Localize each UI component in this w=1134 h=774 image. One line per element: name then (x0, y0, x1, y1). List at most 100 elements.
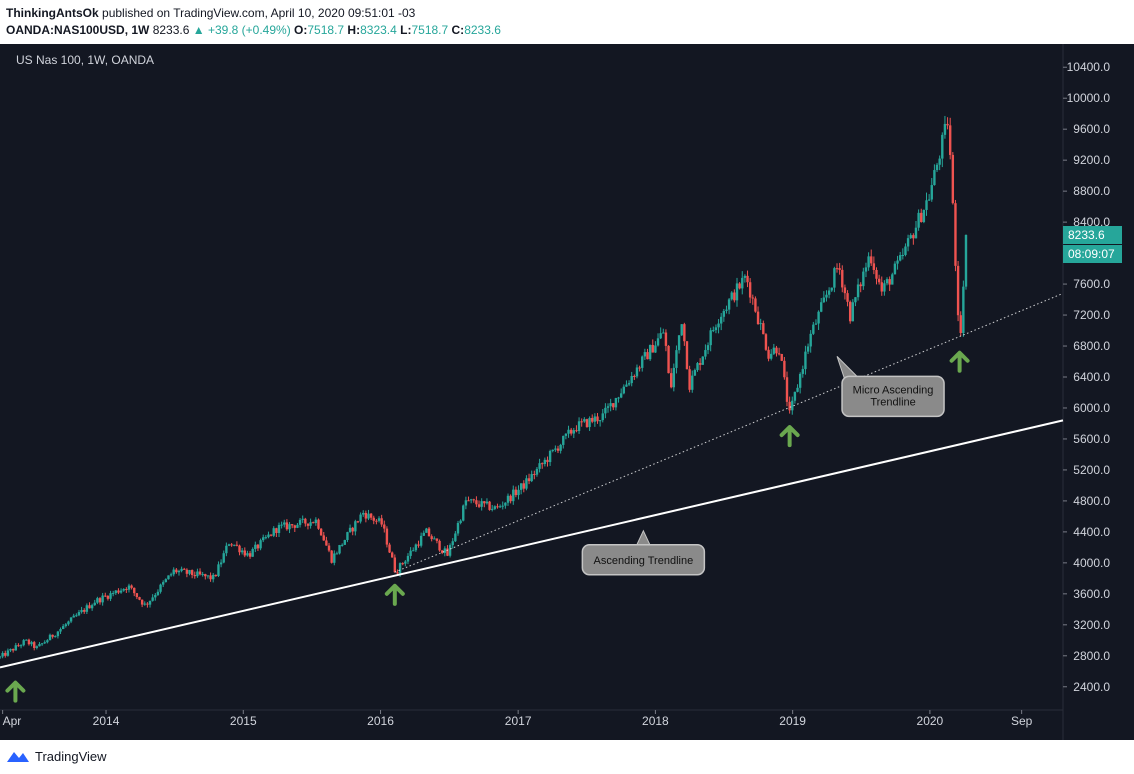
candle (506, 495, 510, 503)
candle (833, 268, 836, 288)
candle (369, 513, 373, 518)
y-tick-label: 3200.0 (1073, 618, 1110, 632)
candle (340, 544, 344, 546)
candle (204, 574, 207, 577)
callout-label: Ascending Trendline (594, 555, 694, 567)
candle (51, 634, 54, 637)
candle (477, 504, 481, 507)
candle (338, 545, 341, 554)
candle (359, 514, 362, 522)
candle (283, 522, 286, 525)
countdown-tag (1063, 245, 1122, 264)
candle (622, 386, 626, 394)
callout-pointer (635, 529, 652, 547)
candle (796, 387, 799, 392)
candle (390, 552, 394, 558)
candle (398, 563, 402, 574)
chart-svg[interactable]: Ascending Trendline Micro Ascending Trendl… (0, 44, 1134, 740)
candle (917, 212, 920, 228)
candle (393, 557, 397, 573)
candle (680, 324, 683, 336)
candle (883, 283, 886, 292)
up-arrow-marker (779, 425, 800, 448)
candle (933, 170, 936, 186)
candle (480, 501, 483, 507)
candle (30, 642, 33, 645)
candle (348, 527, 352, 533)
candle (475, 500, 478, 505)
candle (569, 429, 573, 434)
candle (677, 335, 681, 351)
candle (69, 617, 73, 622)
candle (901, 255, 905, 257)
x-tick-label: 2014 (93, 714, 120, 728)
x-tick-label: 2020 (917, 714, 944, 728)
candle (817, 311, 820, 324)
candle (814, 323, 818, 325)
x-tick-label: 2015 (230, 714, 257, 728)
callout-label: Micro Ascending Trendline (853, 384, 934, 408)
candle (446, 548, 449, 556)
candle (559, 444, 562, 451)
candle (701, 356, 704, 365)
candle (591, 418, 594, 422)
candle (577, 421, 581, 432)
candle (812, 324, 815, 334)
candle (730, 292, 733, 300)
candle (746, 275, 749, 283)
candle (48, 634, 52, 641)
candle (904, 246, 907, 256)
y-tick-label: 3600.0 (1073, 587, 1110, 601)
candle (704, 350, 707, 357)
candle (546, 459, 549, 463)
candle (638, 367, 641, 369)
candle (891, 274, 894, 285)
candle (59, 629, 62, 632)
close-value: 8233.6 (464, 23, 501, 37)
candle (46, 640, 49, 643)
candle (227, 544, 231, 546)
y-tick-label: 9200.0 (1073, 153, 1110, 167)
chart-area[interactable]: Ascending Trendline Micro Ascending Trendl… (0, 44, 1134, 740)
candle (575, 430, 578, 432)
candle (448, 545, 452, 556)
candle (169, 574, 173, 576)
candle (783, 360, 786, 378)
candle (135, 593, 139, 598)
candle (712, 330, 715, 332)
candle (35, 646, 39, 648)
candle (401, 563, 404, 565)
y-tick-label: 4800.0 (1073, 494, 1110, 508)
candle (554, 448, 557, 450)
candle (964, 235, 968, 287)
candle (222, 553, 225, 563)
candle (946, 123, 949, 126)
candle (609, 403, 612, 407)
candle (188, 570, 191, 574)
y-tick-label: 5600.0 (1073, 432, 1110, 446)
low-value: 7518.7 (411, 23, 449, 37)
candle (75, 615, 78, 617)
candle (280, 524, 283, 526)
candle (743, 275, 747, 278)
candle (925, 200, 928, 210)
candle (83, 609, 86, 612)
candle (851, 302, 855, 322)
candle (288, 524, 291, 530)
candle (451, 541, 454, 546)
candle (698, 363, 702, 365)
candle (230, 544, 233, 546)
candle (309, 522, 312, 526)
candle (488, 501, 491, 510)
candle (893, 263, 897, 275)
candle (122, 589, 125, 591)
candle (138, 597, 141, 600)
x-tick-label: 2019 (779, 714, 806, 728)
candle (264, 537, 268, 539)
trendlines-layer (0, 292, 1064, 669)
candle (635, 367, 639, 377)
x-tick-label: 2017 (505, 714, 532, 728)
candle (912, 235, 915, 239)
candle (706, 345, 710, 351)
candle (214, 574, 218, 577)
